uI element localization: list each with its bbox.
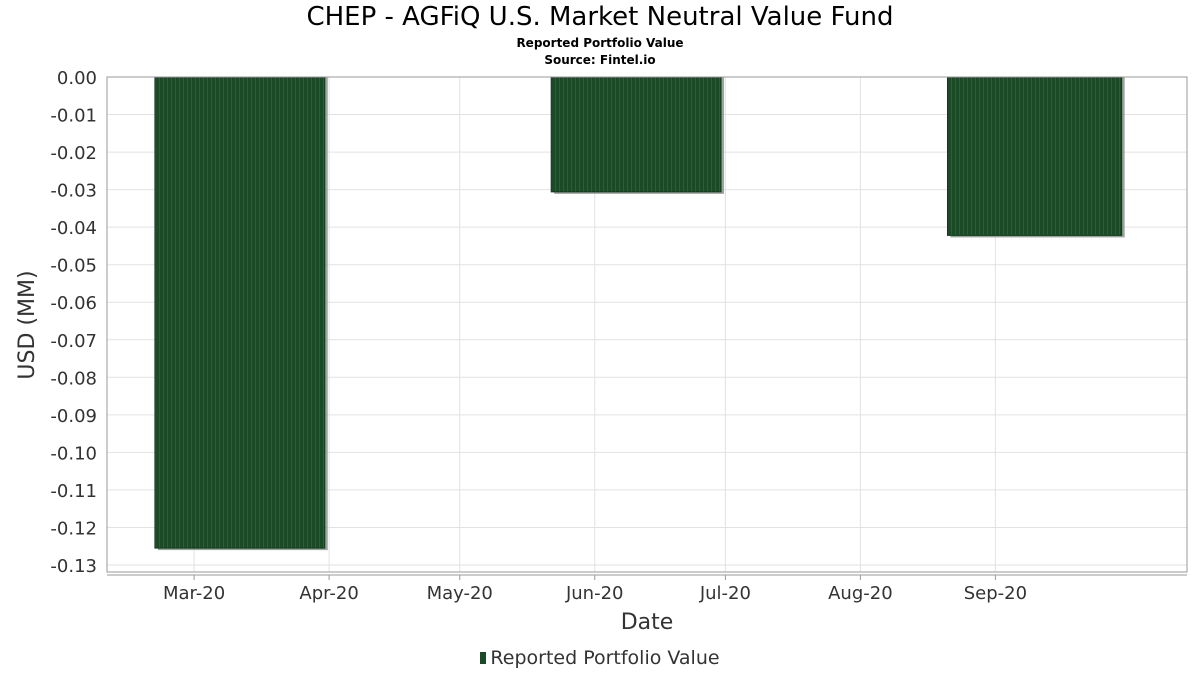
y-tick-label: -0.03: [50, 181, 97, 202]
bar: [946, 76, 1123, 236]
bars: [154, 76, 1125, 551]
y-tick-label: -0.10: [50, 443, 97, 464]
x-tick-label: Aug-20: [828, 583, 893, 604]
y-axis-ticks: 0.00 -0.01 -0.02 -0.03 -0.04 -0.05 -0.06 -0.07 -…: [50, 68, 97, 577]
y-tick-label: -0.04: [50, 218, 97, 239]
y-tick-label: -0.02: [50, 143, 97, 164]
legend-label: Reported Portfolio Value: [490, 647, 720, 669]
x-tick-label: Jun-20: [565, 583, 624, 604]
chart-title: CHEP - AGFiQ U.S. Market Neutral Value F…: [306, 2, 894, 32]
x-axis-ticks: Mar-20 Apr-20 May-20 Jun-20 Jul-20 Aug-20 Sep-…: [163, 575, 1027, 604]
y-axis-title: USD (MM): [15, 270, 40, 379]
x-tick-label: Apr-20: [299, 583, 358, 604]
legend: Reported Portfolio Value: [0, 647, 1200, 669]
y-tick-label: 0.00: [57, 68, 97, 89]
y-tick-label: -0.11: [50, 481, 97, 502]
x-tick-label: Mar-20: [163, 583, 225, 604]
y-tick-label: -0.12: [50, 518, 97, 539]
x-tick-label: Jul-20: [699, 583, 751, 604]
plot-frame: [106, 76, 1188, 573]
y-tick-label: -0.08: [50, 368, 97, 389]
y-tick-label: -0.05: [50, 256, 97, 277]
bar: [154, 76, 326, 549]
x-axis-title: Date: [621, 610, 674, 635]
y-tick-label: -0.07: [50, 331, 97, 352]
chart-source: Source: Fintel.io: [544, 53, 656, 67]
y-tick-label: -0.09: [50, 406, 97, 427]
y-tick-label: -0.13: [50, 556, 97, 577]
y-tick-label: -0.01: [50, 106, 97, 127]
x-tick-label: May-20: [427, 583, 493, 604]
bar: [550, 76, 722, 193]
x-tick-label: Sep-20: [964, 583, 1027, 604]
y-tick-label: -0.06: [50, 293, 97, 314]
chart-subtitle: Reported Portfolio Value: [516, 36, 684, 50]
legend-swatch: [480, 652, 487, 664]
